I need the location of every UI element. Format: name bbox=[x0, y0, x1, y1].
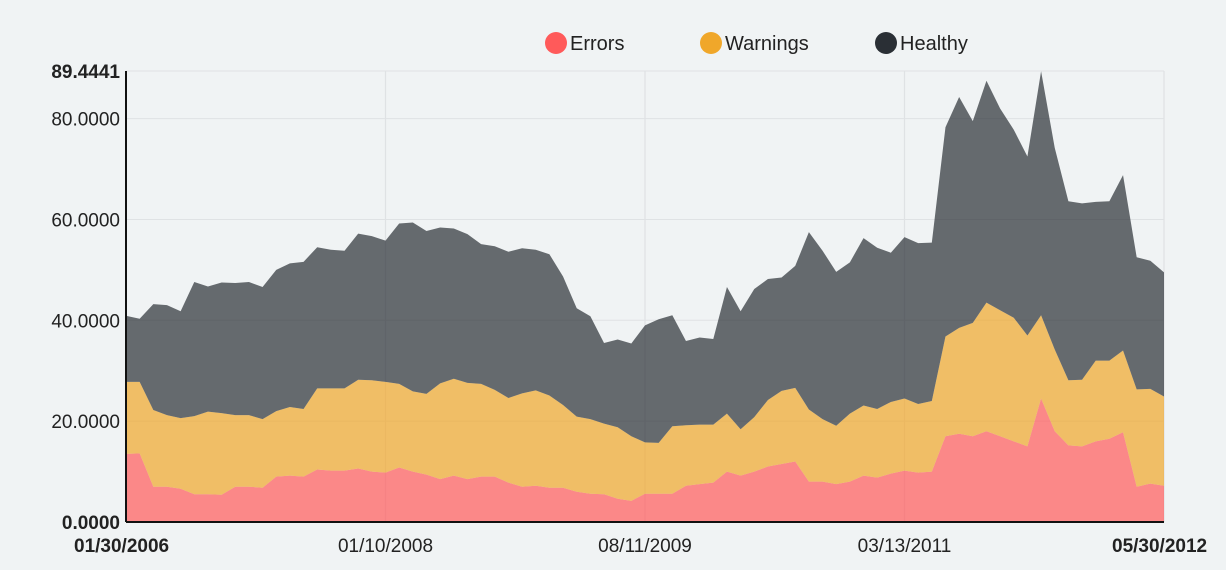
y-tick-label: 60.0000 bbox=[51, 210, 120, 231]
y-tick-label: 89.4441 bbox=[51, 62, 120, 83]
area-errors bbox=[126, 398, 1164, 522]
x-tick-label: 05/30/2012 bbox=[1112, 536, 1207, 557]
area-healthy bbox=[126, 71, 1164, 443]
legend-marker-warnings bbox=[700, 32, 722, 54]
y-tick-label: 40.0000 bbox=[51, 311, 120, 332]
y-tick-label: 20.0000 bbox=[51, 412, 120, 433]
y-tick-label: 80.0000 bbox=[51, 110, 120, 131]
legend-label-errors: Errors bbox=[570, 33, 624, 55]
area-series-group bbox=[126, 71, 1164, 522]
area-warnings bbox=[126, 302, 1164, 501]
x-tick-label: 01/10/2008 bbox=[338, 536, 433, 557]
legend: Errors Warnings Healthy bbox=[545, 32, 968, 55]
y-tick-label: 0.0000 bbox=[62, 513, 120, 534]
legend-label-warnings: Warnings bbox=[725, 33, 809, 55]
x-tick-label: 01/30/2006 bbox=[74, 536, 169, 557]
x-tick-label: 08/11/2009 bbox=[598, 536, 692, 557]
legend-marker-errors bbox=[545, 32, 567, 54]
legend-label-healthy: Healthy bbox=[900, 33, 968, 55]
x-tick-label: 03/13/2011 bbox=[858, 536, 952, 557]
axes: 0.0000 20.0000 40.0000 60.0000 80.0000 89.444… bbox=[51, 62, 1207, 557]
legend-marker-healthy bbox=[875, 32, 897, 54]
